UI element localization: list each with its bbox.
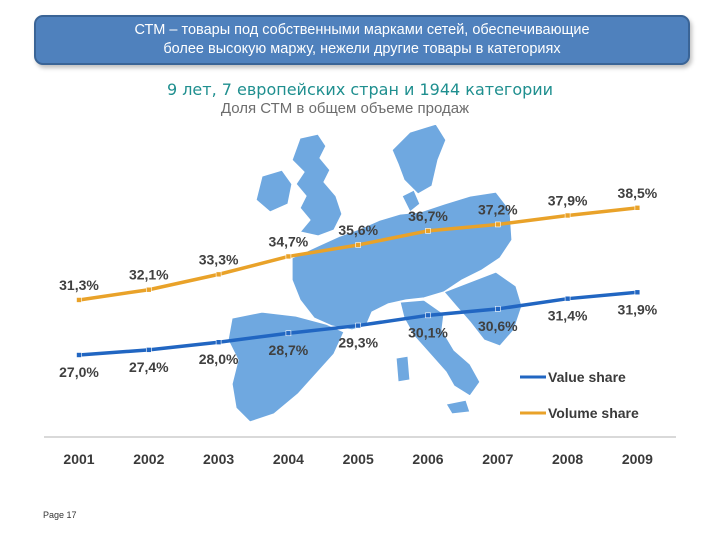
map-scandinavia	[391, 123, 447, 195]
x-tick-label: 2005	[343, 451, 374, 467]
data-label: 34,7%	[269, 233, 309, 249]
data-point	[76, 352, 82, 358]
chart-legend: Value share Volume share	[520, 369, 639, 421]
x-tick-label: 2006	[412, 451, 443, 467]
data-label: 30,1%	[408, 324, 448, 340]
x-tick-label: 2007	[482, 451, 513, 467]
data-point	[564, 295, 571, 302]
map-italy	[399, 299, 481, 397]
data-label: 37,9%	[548, 192, 588, 208]
data-label: 31,9%	[618, 301, 658, 317]
data-label: 38,5%	[618, 185, 658, 201]
data-label: 29,3%	[338, 335, 378, 351]
data-label: 33,3%	[199, 251, 239, 267]
data-point	[634, 205, 641, 211]
chart-subtitle: 9 лет, 7 европейских стран и 1944 катего…	[166, 80, 554, 99]
data-label: 27,4%	[129, 359, 169, 375]
map-sicily	[445, 399, 471, 415]
x-tick-label: 2008	[552, 451, 583, 467]
data-point	[76, 297, 82, 303]
map-ireland	[255, 169, 293, 213]
x-tick-label: 2003	[203, 451, 234, 467]
data-point	[425, 312, 431, 319]
data-label: 32,1%	[129, 267, 169, 283]
data-point	[146, 286, 152, 293]
data-label: 31,3%	[59, 277, 99, 293]
banner-line-2: более высокую маржу, нежели другие товар…	[163, 41, 561, 57]
map-iberia	[227, 311, 345, 423]
legend-label-value-share: Value share	[548, 369, 626, 385]
map-sardinia	[395, 355, 411, 383]
data-point	[285, 253, 292, 260]
data-label: 37,2%	[478, 201, 518, 217]
data-point	[494, 221, 501, 228]
map-great-britain	[291, 133, 343, 237]
data-point	[285, 330, 292, 337]
data-label: 31,4%	[548, 308, 588, 324]
data-point	[355, 322, 362, 329]
chart-plot: 27,0% 27,4% 28,0% 28,7% 29,3% 30,1% 30,6% 31,4%…	[59, 185, 658, 380]
banner-line-1: СТМ – товары под собственными марками се…	[134, 22, 590, 38]
data-label: 28,7%	[269, 342, 309, 358]
page-number: Page 17	[43, 510, 77, 520]
data-point	[215, 271, 222, 278]
legend-label-volume-share: Volume share	[548, 405, 639, 421]
map-denmark	[401, 189, 421, 213]
data-label: 28,0%	[199, 351, 239, 367]
chart-caption: Доля СТМ в общем объеме продаж	[220, 100, 470, 117]
title-banner: СТМ – товары под собственными марками се…	[34, 15, 690, 65]
x-tick-label: 2004	[273, 451, 304, 467]
data-label: 30,6%	[478, 318, 518, 334]
x-tick-label: 2009	[622, 451, 653, 467]
data-label: 35,6%	[338, 222, 378, 238]
x-axis-ticks: 2001 2002 2003 2004 2005 2006 2007 2008 2009	[63, 451, 653, 467]
data-point	[494, 306, 501, 312]
europe-map	[227, 123, 523, 423]
x-tick-label: 2001	[63, 451, 94, 467]
data-point	[146, 347, 152, 353]
data-point	[634, 289, 641, 296]
data-point	[564, 212, 571, 219]
data-label: 36,7%	[408, 208, 448, 224]
data-point	[425, 228, 431, 234]
data-label: 27,0%	[59, 364, 99, 380]
data-point	[215, 339, 222, 346]
data-point	[355, 242, 362, 248]
x-tick-label: 2002	[133, 451, 164, 467]
